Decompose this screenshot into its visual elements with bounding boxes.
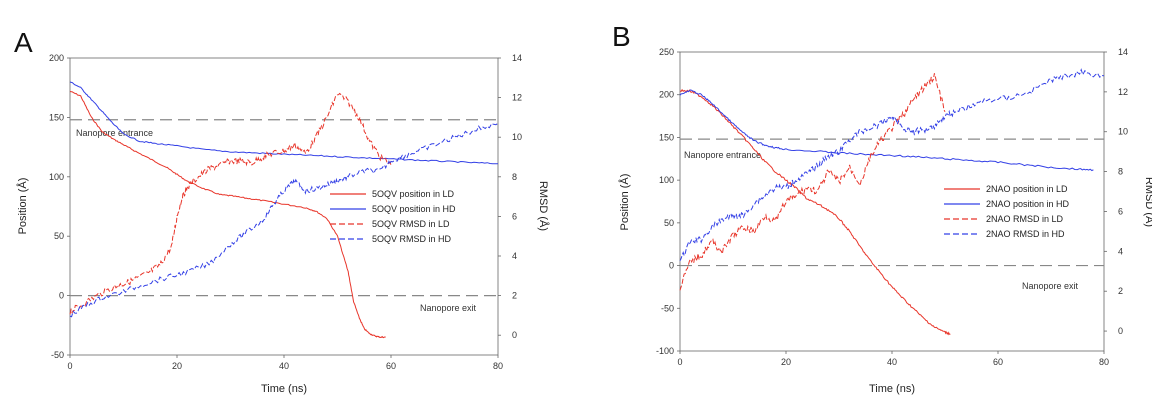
panel-b-y2-tick-label-1: 2 xyxy=(1118,286,1123,296)
panel-b-y-axis-label: Position (Å) xyxy=(618,174,631,231)
panel-b-y2-axis-label: RMSD (Å) xyxy=(1143,177,1152,227)
panel-b-y2-tick-label-4: 8 xyxy=(1118,167,1123,177)
panel-a-series-1-line xyxy=(69,90,386,339)
legend-a-item-1: 5OQV position in LD xyxy=(372,189,455,199)
panel-b-y-tick-label-1: -50 xyxy=(661,303,674,313)
panel-a-x-tick-label-3: 60 xyxy=(386,361,396,371)
panel-a-x-tick-label-1: 20 xyxy=(172,361,182,371)
panel-b-y-tick-label-0: -100 xyxy=(656,346,674,356)
panel-a-series-2-line xyxy=(69,81,499,165)
panel-a-y2-tick-label-4: 8 xyxy=(512,172,517,182)
panel-b-x-tick-label-2: 40 xyxy=(887,357,897,367)
panel-a-y-axis-label: Position (Å) xyxy=(16,178,29,235)
panel-a-x-axis-label: Time (ns) xyxy=(261,383,307,395)
panel-b-y2-tick-label-0: 0 xyxy=(1118,326,1123,336)
panel-b-label: B xyxy=(612,21,631,52)
panel-b-y2-tick-label-6: 12 xyxy=(1118,87,1128,97)
panel-a-y2-tick-label-0: 0 xyxy=(512,330,517,340)
panel-b-y2-tick-label-2: 4 xyxy=(1118,246,1123,256)
panel-b-x-tick-label-0: 0 xyxy=(677,357,682,367)
panel-b-exit-label: Nanopore exit xyxy=(1022,281,1079,291)
panel-b-x-axis-label: Time (ns) xyxy=(869,383,915,395)
legend-b-item-3: 2NAO RMSD in LD xyxy=(986,214,1064,224)
panel-b-legend: 2NAO position in LD 2NAO position in HD … xyxy=(986,184,1070,239)
panel-a-y-tick-label-0: -50 xyxy=(51,350,64,360)
panel-a-legend: 5OQV position in LD 5OQV position in HD … xyxy=(372,189,456,244)
panel-b-y-tick-label-2: 0 xyxy=(669,261,674,271)
panel-a-y-tick-label-2: 50 xyxy=(54,231,64,241)
panel-a-y2-tick-label-1: 2 xyxy=(512,291,517,301)
panel-b-series-1-line xyxy=(679,88,951,336)
legend-b-item-4: 2NAO RMSD in HD xyxy=(986,229,1065,239)
panel-b-y2-tick-label-3: 6 xyxy=(1118,206,1123,216)
legend-b-item-2: 2NAO position in HD xyxy=(986,199,1070,209)
panel-a-y-tick-label-5: 200 xyxy=(49,53,64,63)
panel-b-series-3-line xyxy=(679,73,946,291)
panel-a-series-3-line xyxy=(69,92,392,315)
panel-a-y-tick-label-4: 150 xyxy=(49,112,64,122)
legend-b-item-1: 2NAO position in LD xyxy=(986,184,1068,194)
panel-a-x-tick-label-4: 80 xyxy=(493,361,503,371)
panel-a-y2-tick-label-3: 6 xyxy=(512,211,517,221)
panel-a-y-tick-label-1: 0 xyxy=(59,291,64,301)
legend-a-item-4: 5OQV RMSD in HD xyxy=(372,234,452,244)
legend-a-item-3: 5OQV RMSD in LD xyxy=(372,219,450,229)
panel-a-y2-tick-label-5: 10 xyxy=(512,132,522,142)
panel-a-y2-tick-label-2: 4 xyxy=(512,251,517,261)
panel-b-series-4-line xyxy=(679,68,1105,262)
panel-b-series-2-line xyxy=(679,89,1094,172)
panel-a-exit-label: Nanopore exit xyxy=(420,303,477,313)
panel-b-entrance-label: Nanopore entrance xyxy=(684,150,761,160)
panel-b-x-tick-label-1: 20 xyxy=(781,357,791,367)
panel-a-entrance-label: Nanopore entrance xyxy=(76,128,153,138)
panel-a: A Time (ns) Position (Å) RMSD (Å) Nanopo… xyxy=(14,27,550,395)
panel-a-y2-tick-label-7: 14 xyxy=(512,53,522,63)
panel-b-y-tick-label-7: 250 xyxy=(659,47,674,57)
panel-a-y2-tick-label-6: 12 xyxy=(512,93,522,103)
panel-b-y-tick-label-5: 150 xyxy=(659,132,674,142)
panel-b-y2-tick-label-5: 10 xyxy=(1118,127,1128,137)
panel-b-y-tick-label-6: 200 xyxy=(659,90,674,100)
legend-a-item-2: 5OQV position in HD xyxy=(372,204,456,214)
panel-a-y-tick-label-3: 100 xyxy=(49,172,64,182)
panel-b: B Time (ns) Position (Å) RMSD (Å) Nanopo… xyxy=(612,21,1152,395)
panel-a-x-tick-label-2: 40 xyxy=(279,361,289,371)
panel-a-x-tick-label-0: 0 xyxy=(67,361,72,371)
panel-b-y-tick-label-3: 50 xyxy=(664,218,674,228)
panel-b-y-tick-label-4: 100 xyxy=(659,175,674,185)
panel-a-label: A xyxy=(14,27,33,58)
panel-b-x-tick-label-4: 80 xyxy=(1099,357,1109,367)
panel-b-y2-tick-label-7: 14 xyxy=(1118,47,1128,57)
panel-a-series-4-line xyxy=(69,122,499,318)
panel-a-y2-axis-label: RMSD (Å) xyxy=(537,181,550,231)
panel-b-x-tick-label-3: 60 xyxy=(993,357,1003,367)
